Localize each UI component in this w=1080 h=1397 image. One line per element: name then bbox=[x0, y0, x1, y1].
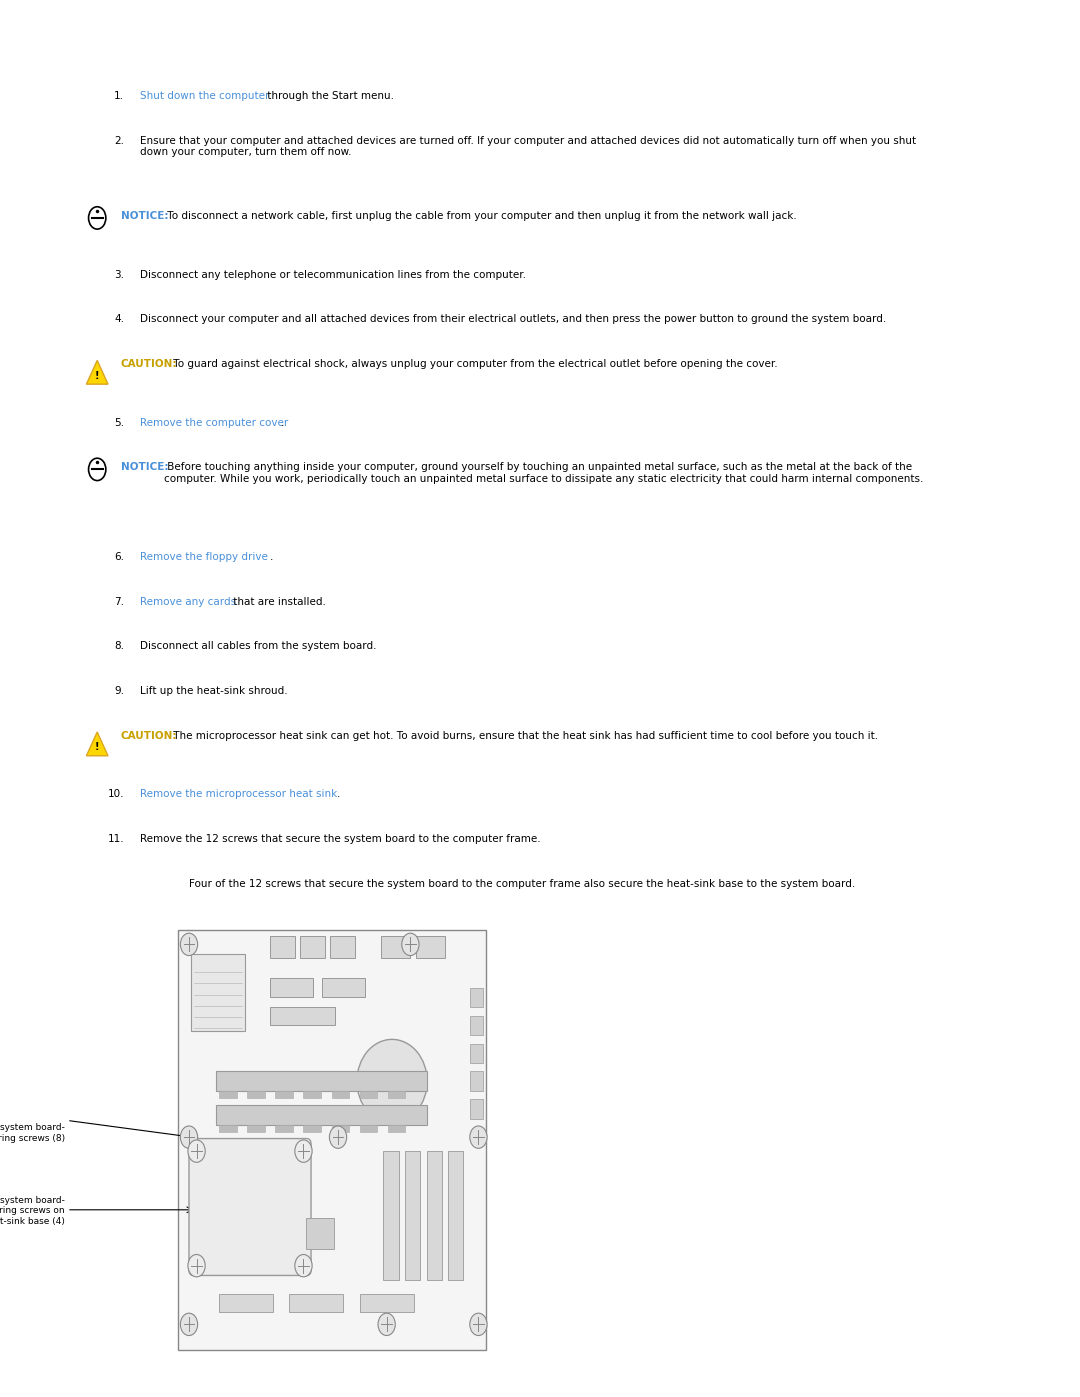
Text: Four of the 12 screws that secure the system board to the computer frame also se: Four of the 12 screws that secure the sy… bbox=[189, 879, 855, 888]
Polygon shape bbox=[86, 360, 108, 384]
Text: Remove the floppy drive: Remove the floppy drive bbox=[140, 552, 268, 562]
Text: 5.: 5. bbox=[114, 418, 124, 427]
Bar bbox=[270, 1007, 335, 1025]
Bar bbox=[219, 1139, 243, 1164]
Text: through the Start menu.: through the Start menu. bbox=[264, 91, 394, 101]
Text: .: . bbox=[281, 418, 284, 427]
Bar bbox=[360, 1294, 414, 1312]
Circle shape bbox=[470, 1126, 487, 1148]
Bar bbox=[216, 1105, 427, 1125]
Bar bbox=[332, 1091, 349, 1098]
Text: system board-
securing screws on
heat-sink base (4): system board- securing screws on heat-si… bbox=[0, 1196, 65, 1225]
Bar bbox=[306, 1218, 334, 1249]
Circle shape bbox=[188, 1255, 205, 1277]
Bar bbox=[303, 1091, 321, 1098]
Text: NOTICE:: NOTICE: bbox=[121, 462, 168, 472]
Text: Disconnect all cables from the system board.: Disconnect all cables from the system bo… bbox=[140, 641, 377, 651]
Bar bbox=[388, 1091, 405, 1098]
Text: that are installed.: that are installed. bbox=[230, 597, 326, 606]
Bar bbox=[470, 988, 483, 1007]
Text: Lift up the heat-sink shroud.: Lift up the heat-sink shroud. bbox=[140, 686, 288, 696]
Bar bbox=[275, 1091, 293, 1098]
Text: CAUTION:: CAUTION: bbox=[121, 731, 177, 740]
Text: Remove the microprocessor heat sink: Remove the microprocessor heat sink bbox=[140, 789, 338, 799]
Text: To disconnect a network cable, first unplug the cable from your computer and the: To disconnect a network cable, first unp… bbox=[164, 211, 797, 221]
Bar bbox=[247, 1091, 265, 1098]
Bar bbox=[219, 1294, 273, 1312]
Text: .: . bbox=[270, 552, 273, 562]
Bar bbox=[303, 1125, 321, 1132]
Circle shape bbox=[295, 1140, 312, 1162]
Text: Shut down the computer: Shut down the computer bbox=[140, 91, 270, 101]
Bar bbox=[322, 978, 365, 997]
Bar bbox=[427, 1151, 442, 1280]
Bar bbox=[448, 1151, 463, 1280]
Bar bbox=[219, 1125, 237, 1132]
Circle shape bbox=[188, 1140, 205, 1162]
FancyBboxPatch shape bbox=[189, 1139, 311, 1275]
Text: 9.: 9. bbox=[114, 686, 124, 696]
Text: Disconnect any telephone or telecommunication lines from the computer.: Disconnect any telephone or telecommunic… bbox=[140, 270, 526, 279]
Bar bbox=[470, 1016, 483, 1035]
Circle shape bbox=[329, 1126, 347, 1148]
Circle shape bbox=[402, 933, 419, 956]
Bar bbox=[470, 1071, 483, 1091]
Bar bbox=[405, 1151, 420, 1280]
Bar bbox=[270, 978, 313, 997]
Text: !: ! bbox=[95, 370, 99, 381]
Circle shape bbox=[180, 1126, 198, 1148]
Bar bbox=[360, 1125, 377, 1132]
Text: Remove the computer cover: Remove the computer cover bbox=[140, 418, 288, 427]
Text: !: ! bbox=[95, 742, 99, 753]
Bar bbox=[383, 1151, 399, 1280]
Bar bbox=[247, 1125, 265, 1132]
Bar bbox=[360, 1091, 377, 1098]
Bar bbox=[270, 936, 295, 958]
Text: NOTICE:: NOTICE: bbox=[121, 211, 168, 221]
Text: The microprocessor heat sink can get hot. To avoid burns, ensure that the heat s: The microprocessor heat sink can get hot… bbox=[171, 731, 878, 740]
Text: 6.: 6. bbox=[114, 552, 124, 562]
Text: 1.: 1. bbox=[114, 91, 124, 101]
Text: 11.: 11. bbox=[108, 834, 124, 844]
Text: 2.: 2. bbox=[114, 136, 124, 145]
Polygon shape bbox=[86, 732, 108, 756]
Text: system board-
securing screws (8): system board- securing screws (8) bbox=[0, 1123, 65, 1143]
Text: Disconnect your computer and all attached devices from their electrical outlets,: Disconnect your computer and all attache… bbox=[140, 314, 887, 324]
Text: 8.: 8. bbox=[114, 641, 124, 651]
Text: To guard against electrical shock, always unplug your computer from the electric: To guard against electrical shock, alway… bbox=[171, 359, 778, 369]
Bar bbox=[416, 936, 445, 958]
Bar bbox=[470, 1099, 483, 1119]
Text: Remove the 12 screws that secure the system board to the computer frame.: Remove the 12 screws that secure the sys… bbox=[140, 834, 541, 844]
Text: 10.: 10. bbox=[108, 789, 124, 799]
Bar bbox=[388, 1125, 405, 1132]
Bar bbox=[332, 1125, 349, 1132]
Bar bbox=[219, 1091, 237, 1098]
Circle shape bbox=[180, 933, 198, 956]
Bar bbox=[330, 936, 355, 958]
Bar bbox=[178, 930, 486, 1350]
Bar bbox=[191, 954, 245, 1031]
Text: 7.: 7. bbox=[114, 597, 124, 606]
Text: 4.: 4. bbox=[114, 314, 124, 324]
Text: .: . bbox=[337, 789, 340, 799]
Bar bbox=[289, 1294, 343, 1312]
Text: Before touching anything inside your computer, ground yourself by touching an un: Before touching anything inside your com… bbox=[164, 462, 923, 483]
Text: 3.: 3. bbox=[114, 270, 124, 279]
Circle shape bbox=[180, 1313, 198, 1336]
Circle shape bbox=[295, 1255, 312, 1277]
Circle shape bbox=[470, 1313, 487, 1336]
Bar bbox=[275, 1125, 293, 1132]
Bar bbox=[216, 1071, 427, 1091]
Text: CAUTION:: CAUTION: bbox=[121, 359, 177, 369]
Bar bbox=[470, 1044, 483, 1063]
Bar bbox=[381, 936, 410, 958]
Ellipse shape bbox=[356, 1039, 428, 1123]
Circle shape bbox=[378, 1313, 395, 1336]
Text: Ensure that your computer and attached devices are turned off. If your computer : Ensure that your computer and attached d… bbox=[140, 136, 917, 156]
Text: Remove any cards: Remove any cards bbox=[140, 597, 237, 606]
Bar bbox=[300, 936, 325, 958]
